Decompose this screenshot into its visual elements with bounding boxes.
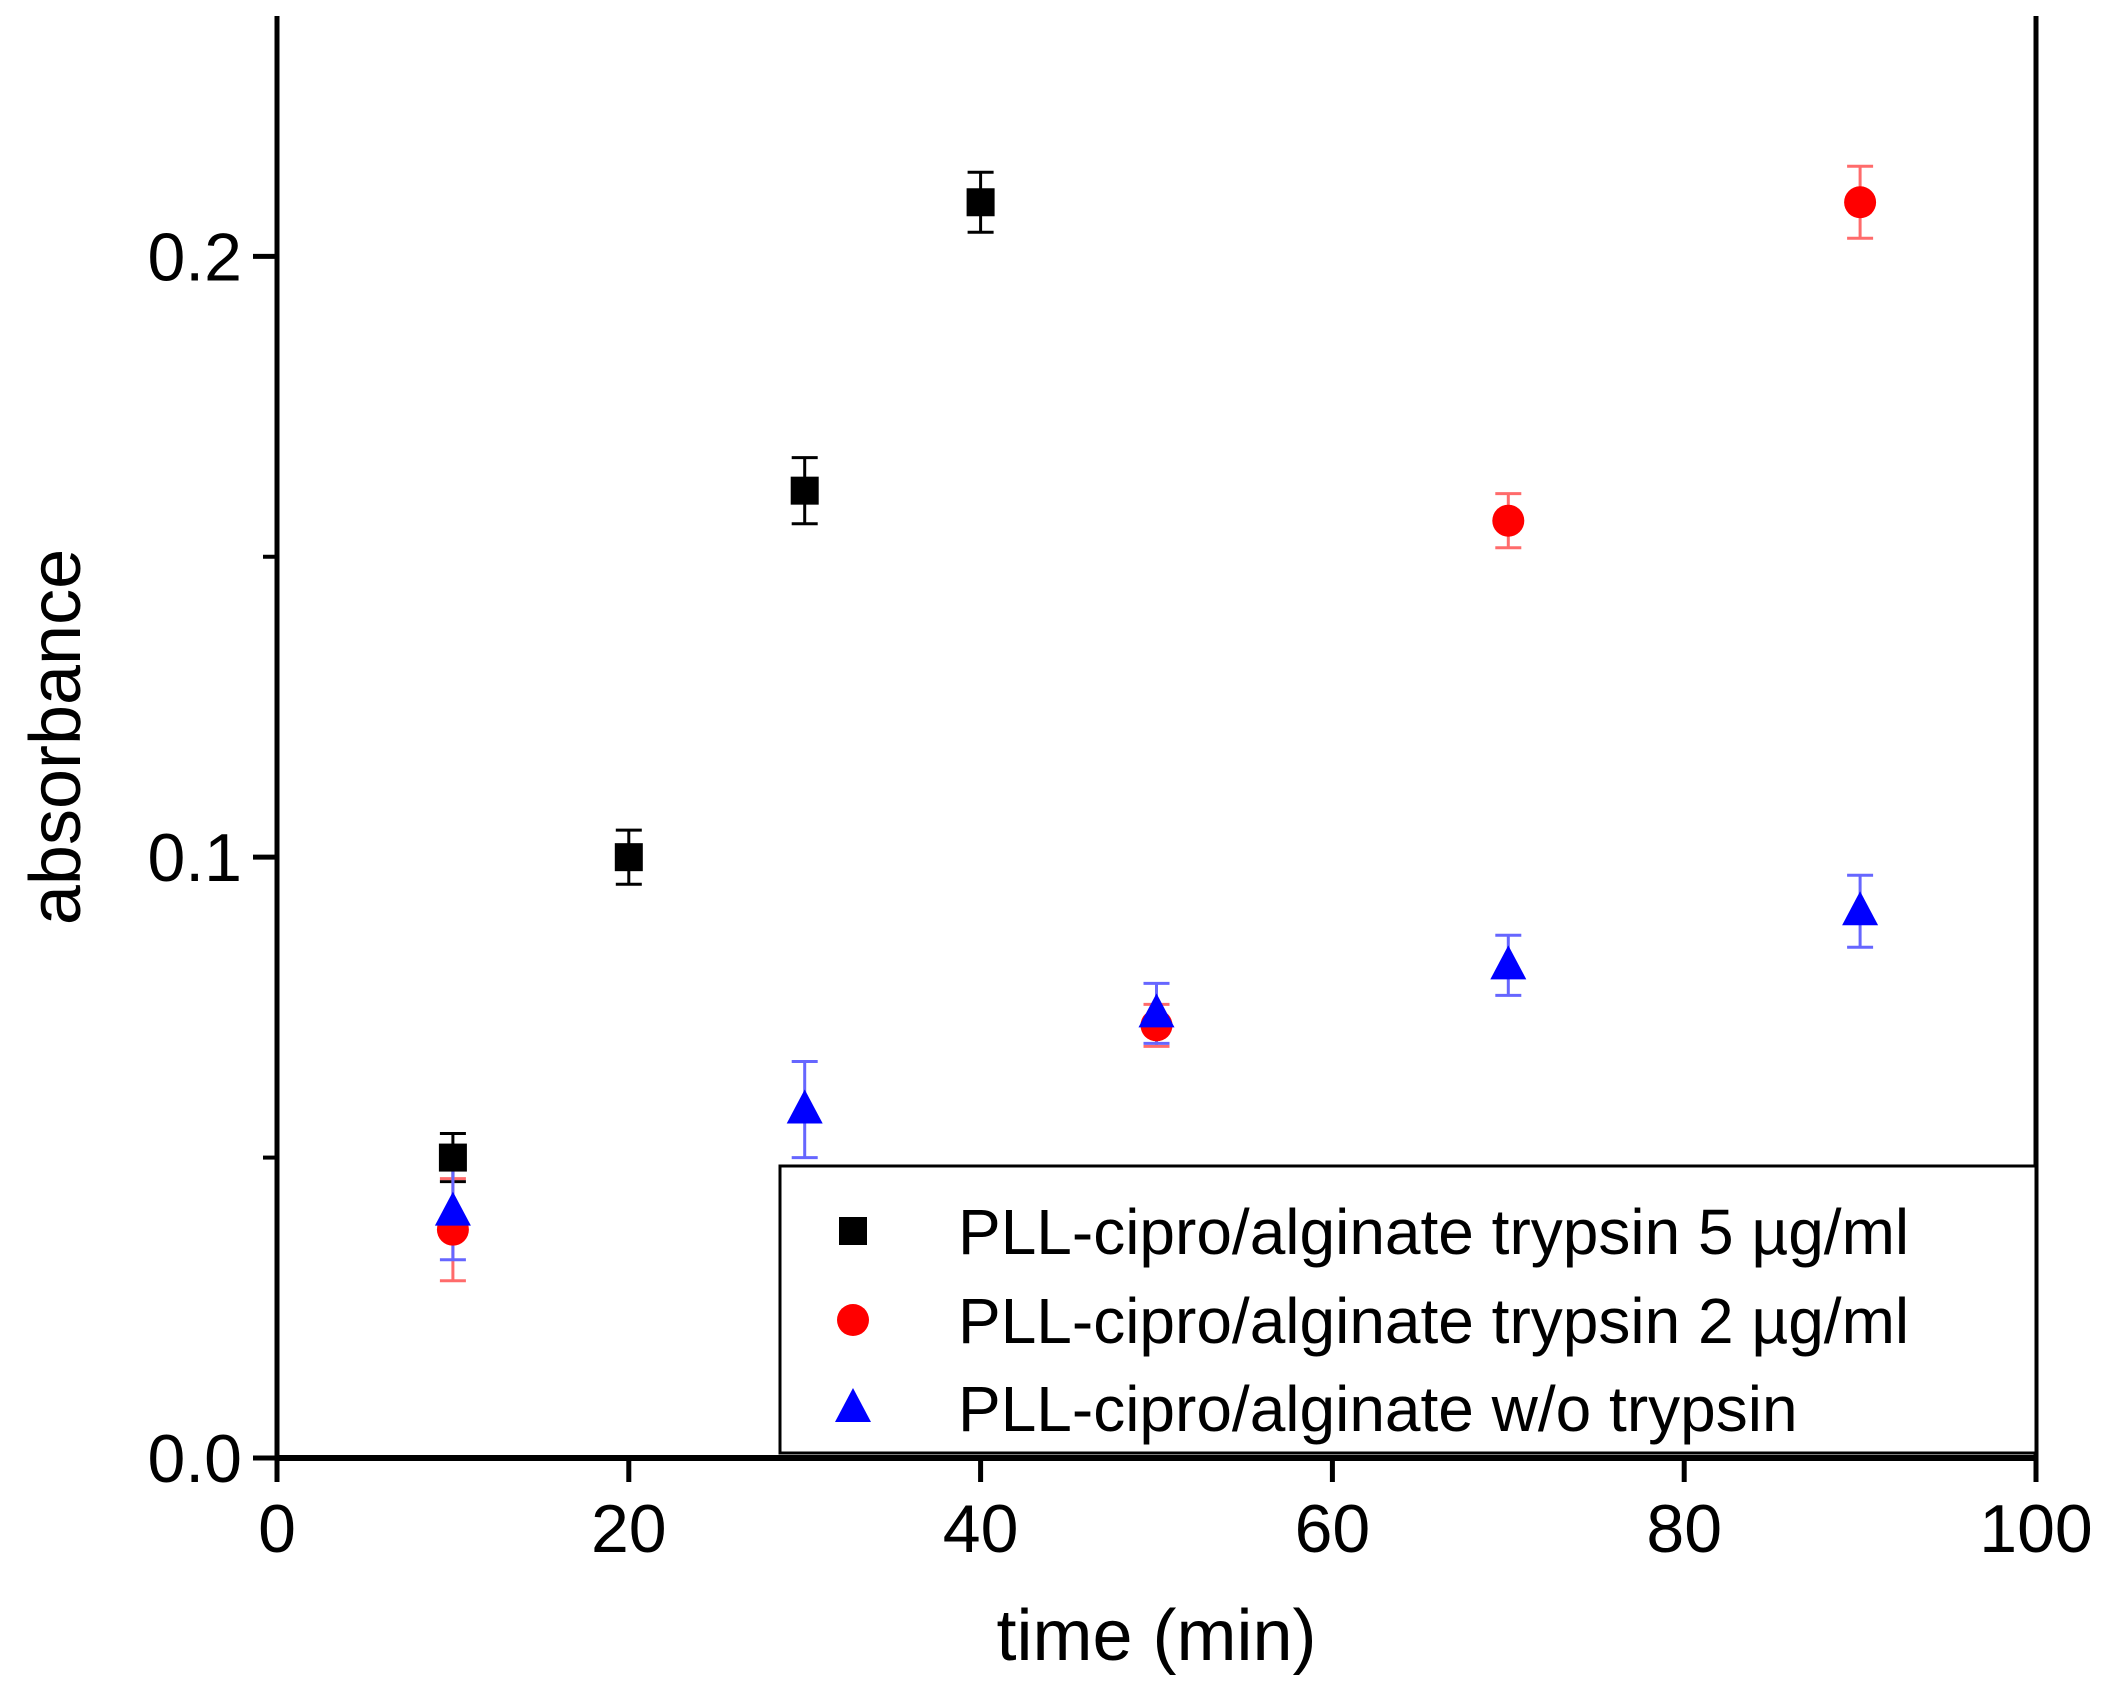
data-point-triangle [1842,891,1879,926]
y-tick-label: 0.1 [147,820,242,896]
legend-label: PLL-cipro/alginate trypsin 5 µg/ml [958,1196,1909,1268]
data-point-triangle [786,1089,823,1124]
data-point-triangle [434,1191,471,1226]
x-tick-label: 80 [1646,1491,1722,1567]
legend-marker-triangle [835,1388,871,1422]
x-tick-label: 20 [591,1491,667,1567]
y-axis-title: absorbance [16,549,96,925]
data-point-circle [1492,504,1525,537]
data-point-circle [1844,186,1877,219]
data-point-square [614,843,643,872]
x-tick-label: 60 [1295,1491,1371,1567]
x-tick-label: 40 [943,1491,1019,1567]
data-point-square [966,188,995,217]
data-point-triangle [1490,945,1527,980]
legend-box [778,1164,2038,1455]
legend-marker-square [839,1217,867,1245]
data-point-square [790,476,819,505]
y-tick-label: 0.0 [147,1421,242,1497]
legend-marker-circle [837,1304,869,1336]
legend-label: PLL-cipro/alginate trypsin 2 µg/ml [958,1285,1909,1357]
x-tick-label: 0 [258,1491,296,1567]
data-point-triangle [1138,993,1175,1028]
legend-label: PLL-cipro/alginate w/o trypsin [958,1373,1798,1445]
x-tick-label: 100 [1979,1491,2092,1567]
y-tick-label: 0.2 [147,219,242,295]
data-point-square [438,1143,467,1172]
x-axis-title: time (min) [997,1596,1317,1676]
